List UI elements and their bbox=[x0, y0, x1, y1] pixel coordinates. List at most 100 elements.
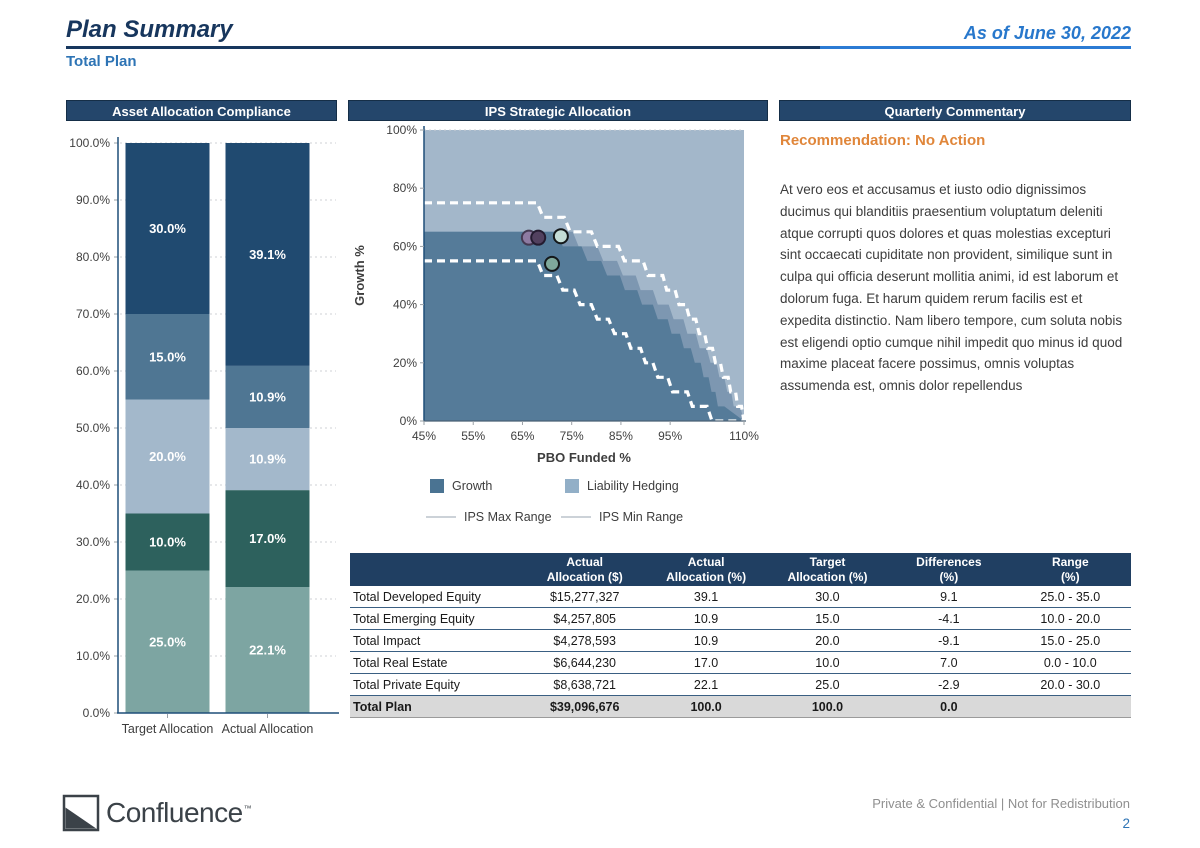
svg-text:Growth %: Growth % bbox=[352, 245, 367, 306]
row-value: 15.0 - 25.0 bbox=[1009, 629, 1131, 652]
svg-text:110%: 110% bbox=[729, 429, 759, 443]
header-rule-right bbox=[820, 46, 1131, 49]
svg-text:Growth: Growth bbox=[452, 479, 492, 493]
table-row: Total Impact $4,278,593 10.9 20.0 -9.1 15.0 -… bbox=[350, 629, 1131, 652]
svg-text:20.0%: 20.0% bbox=[76, 592, 110, 606]
row-value bbox=[1009, 695, 1131, 718]
allocation-table: Actual Allocation ($) Actual Allocation (… bbox=[350, 553, 1131, 718]
table-row: Total Private Equity $8,638,721 22.1 25.0 -2… bbox=[350, 673, 1131, 696]
table-column-header bbox=[350, 553, 524, 586]
svg-text:55%: 55% bbox=[461, 429, 485, 443]
row-value: $4,257,805 bbox=[524, 607, 646, 630]
confluence-logo-icon bbox=[62, 794, 100, 832]
row-value: -4.1 bbox=[888, 607, 1010, 630]
svg-text:40%: 40% bbox=[393, 298, 417, 312]
row-value: 30.0 bbox=[766, 586, 889, 608]
header-rule bbox=[66, 46, 1131, 49]
svg-text:20%: 20% bbox=[393, 356, 417, 370]
row-value: 20.0 - 30.0 bbox=[1009, 673, 1131, 696]
row-value: 39.1 bbox=[645, 586, 767, 608]
as-of-date: As of June 30, 2022 bbox=[963, 23, 1131, 43]
row-label: Total Private Equity bbox=[350, 673, 524, 696]
svg-text:Actual Allocation: Actual Allocation bbox=[222, 722, 314, 736]
row-value: 10.9 bbox=[645, 629, 767, 652]
row-value: $39,096,676 bbox=[524, 695, 646, 718]
row-value: 7.0 bbox=[888, 651, 1010, 674]
row-value: -2.9 bbox=[888, 673, 1010, 696]
svg-text:60.0%: 60.0% bbox=[76, 364, 110, 378]
table-header-row: Actual Allocation ($) Actual Allocation (… bbox=[350, 553, 1131, 586]
svg-text:95%: 95% bbox=[658, 429, 682, 443]
header-rule-left bbox=[66, 46, 820, 49]
table-column-header: Range (%) bbox=[1009, 553, 1131, 586]
svg-text:65%: 65% bbox=[510, 429, 534, 443]
row-label: Total Impact bbox=[350, 629, 524, 652]
svg-text:100.0%: 100.0% bbox=[69, 136, 110, 150]
svg-text:85%: 85% bbox=[609, 429, 633, 443]
svg-text:20.0%: 20.0% bbox=[149, 449, 186, 464]
svg-text:10.9%: 10.9% bbox=[249, 452, 286, 467]
panel-title-quarterly-commentary: Quarterly Commentary bbox=[779, 100, 1131, 121]
panel-title-ips-strategic-allocation: IPS Strategic Allocation bbox=[348, 100, 768, 121]
svg-text:0.0%: 0.0% bbox=[83, 706, 111, 720]
table-row: Total Emerging Equity $4,257,805 10.9 15.0-… bbox=[350, 607, 1131, 630]
row-value: 0.0 bbox=[888, 695, 1010, 718]
svg-text:40.0%: 40.0% bbox=[76, 478, 110, 492]
asset-allocation-compliance-chart: 0.0% 10.0% 20.0% 30.0% 40.0% 50.0% 60.0% 70.0% 8… bbox=[69, 136, 339, 736]
row-value: $8,638,721 bbox=[524, 673, 646, 696]
table-column-header: Actual Allocation (%) bbox=[645, 553, 767, 586]
table-total-row: Total Plan $39,096,676 100.0 100.0 0.0 bbox=[350, 695, 1131, 718]
row-value: 20.0 bbox=[766, 629, 889, 652]
commentary-body: At vero eos et accusamus et iusto odio d… bbox=[780, 182, 1123, 394]
svg-text:80%: 80% bbox=[393, 181, 417, 195]
svg-text:17.0%: 17.0% bbox=[249, 531, 286, 546]
svg-text:10.0%: 10.0% bbox=[149, 535, 186, 550]
svg-text:50.0%: 50.0% bbox=[76, 421, 110, 435]
svg-text:IPS Max Range: IPS Max Range bbox=[464, 510, 552, 524]
row-value: 100.0 bbox=[645, 695, 767, 718]
svg-text:100%: 100% bbox=[386, 123, 417, 137]
brand-trademark: ™ bbox=[243, 804, 252, 813]
ips-strategic-allocation-chart: 0% 20% 40% 60% 80% 100% 45% 55% 65% 75% 85% 95% 110%… bbox=[352, 123, 759, 524]
svg-text:22.1%: 22.1% bbox=[249, 643, 286, 658]
svg-text:90.0%: 90.0% bbox=[76, 193, 110, 207]
row-label: Total Emerging Equity bbox=[350, 607, 524, 630]
svg-text:10.0%: 10.0% bbox=[76, 649, 110, 663]
page-subtitle: Total Plan bbox=[66, 53, 137, 70]
row-value: 0.0 - 10.0 bbox=[1009, 651, 1131, 674]
row-value: 15.0 bbox=[766, 607, 889, 630]
row-value: 9.1 bbox=[888, 586, 1010, 608]
svg-text:70.0%: 70.0% bbox=[76, 307, 110, 321]
row-value: 25.0 bbox=[766, 673, 889, 696]
row-value: 10.0 - 20.0 bbox=[1009, 607, 1131, 630]
panel-title-asset-allocation: Asset Allocation Compliance bbox=[66, 100, 337, 121]
table-column-header: Differences (%) bbox=[888, 553, 1010, 586]
brand-name: Confluence bbox=[106, 797, 243, 828]
row-value: 22.1 bbox=[645, 673, 767, 696]
row-value: $6,644,230 bbox=[524, 651, 646, 674]
row-value: 10.9 bbox=[645, 607, 767, 630]
table-row: Total Developed Equity $15,277,327 39.1 30.… bbox=[350, 586, 1131, 608]
svg-text:PBO Funded %: PBO Funded % bbox=[537, 450, 631, 465]
row-label: Total Developed Equity bbox=[350, 586, 524, 608]
svg-text:39.1%: 39.1% bbox=[249, 247, 286, 262]
svg-text:45%: 45% bbox=[412, 429, 436, 443]
svg-text:0%: 0% bbox=[400, 414, 418, 428]
commentary-recommendation: Recommendation: No Action bbox=[780, 132, 986, 149]
row-value: 100.0 bbox=[766, 695, 889, 718]
svg-text:80.0%: 80.0% bbox=[76, 250, 110, 264]
table-column-header: Target Allocation (%) bbox=[766, 553, 889, 586]
footer-disclaimer: Private & Confidential | Not for Redistr… bbox=[872, 796, 1130, 811]
svg-text:Target Allocation: Target Allocation bbox=[122, 722, 214, 736]
svg-text:15.0%: 15.0% bbox=[149, 349, 186, 364]
svg-text:30.0%: 30.0% bbox=[149, 221, 186, 236]
footer-brand: Confluence ™ bbox=[62, 794, 252, 832]
svg-text:75%: 75% bbox=[560, 429, 584, 443]
row-value: -9.1 bbox=[888, 629, 1010, 652]
page-number: 2 bbox=[1122, 816, 1130, 831]
row-value: $4,278,593 bbox=[524, 629, 646, 652]
svg-text:25.0%: 25.0% bbox=[149, 634, 186, 649]
row-value: $15,277,327 bbox=[524, 586, 646, 608]
svg-text:Liability Hedging: Liability Hedging bbox=[587, 479, 679, 493]
